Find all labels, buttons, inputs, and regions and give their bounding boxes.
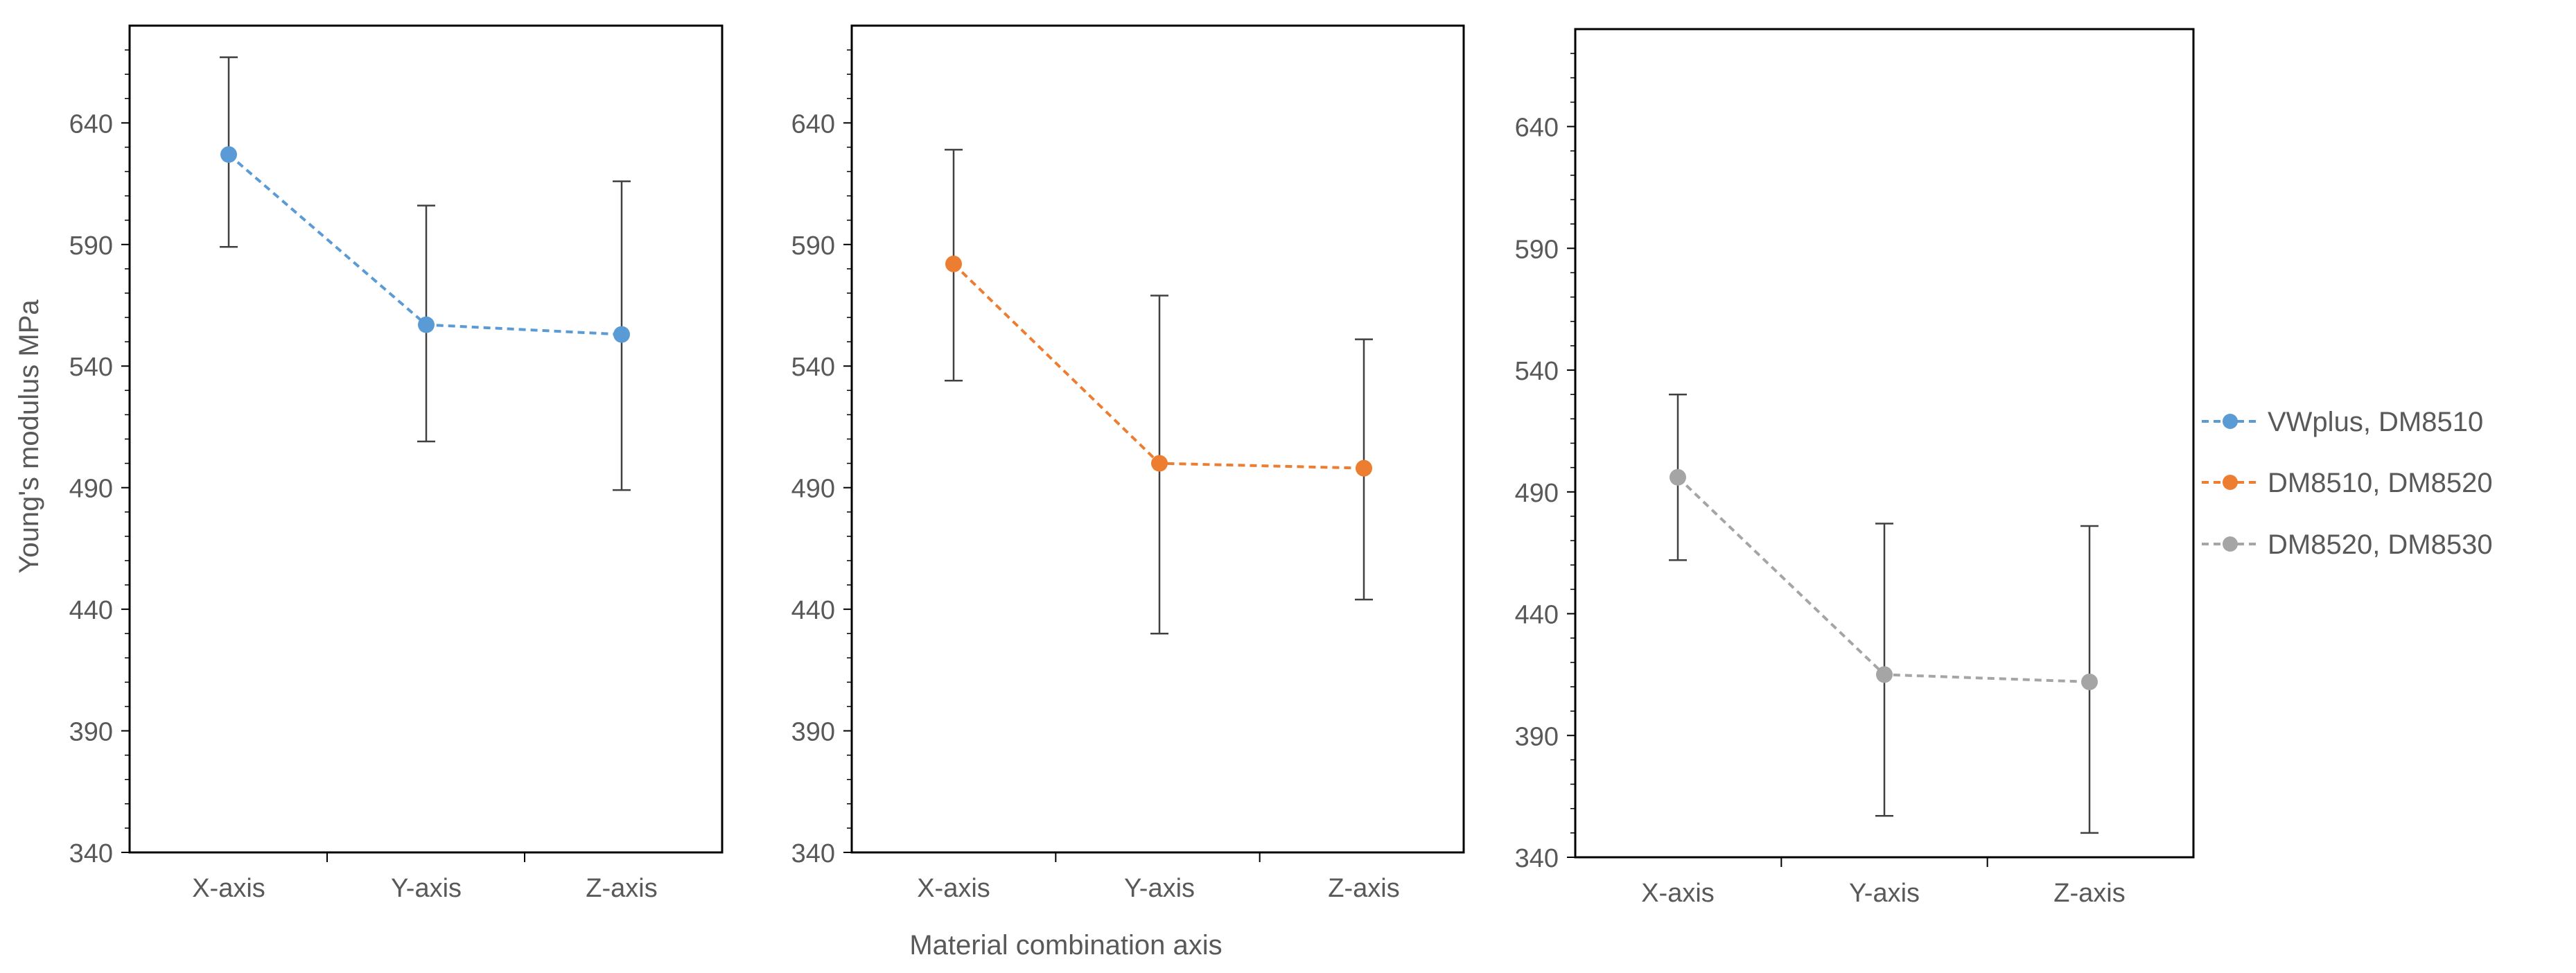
- data-point: [1876, 666, 1893, 683]
- y-tick-label: 490: [791, 475, 835, 504]
- x-tick-label: X-axis: [1641, 879, 1715, 908]
- x-ticks-left: X-axis Y-axis Z-axis: [192, 852, 658, 903]
- legend-label-2: DM8510, DM8520: [2268, 468, 2493, 498]
- y-axis-label: Young's modulus MPa: [14, 299, 44, 574]
- x-tick-label: Z-axis: [586, 874, 657, 903]
- legend-entry: DM8510, DM8520: [2202, 468, 2493, 498]
- y-tick-label: 590: [69, 231, 113, 261]
- legend: VWplus, DM8510 DM8510, DM8520 DM8520, DM…: [2202, 407, 2493, 560]
- y-tick-label: 540: [1515, 357, 1559, 386]
- y-tick-label: 440: [791, 596, 835, 625]
- data-point: [945, 255, 962, 272]
- y-tick-label: 440: [1515, 601, 1559, 630]
- data-point: [1151, 455, 1168, 472]
- data-point: [613, 326, 630, 343]
- chart-panel-right: 340 390 440 490 540 590 640 X-axis Y-axis Z-axis: [1515, 28, 2195, 908]
- legend-entry: DM8520, DM8530: [2202, 529, 2493, 560]
- series-right: [1669, 393, 2099, 834]
- y-ticks-right: 340 390 440 490 540 590 640: [1515, 53, 1575, 873]
- y-tick-label: 340: [1515, 844, 1559, 873]
- data-point: [220, 146, 237, 163]
- y-ticks-middle: 340 390 440 490 540 590 640: [791, 49, 852, 868]
- x-tick-label: Y-axis: [1124, 874, 1195, 903]
- legend-marker-3: [2223, 536, 2238, 552]
- y-tick-label: 640: [791, 109, 835, 139]
- legend-marker-1: [2223, 414, 2238, 429]
- x-tick-label: Y-axis: [1849, 879, 1920, 908]
- x-tick-label: X-axis: [917, 874, 990, 903]
- y-ticks-left: 340 390 440 490 540 590 640: [69, 49, 130, 868]
- y-tick-label: 490: [1515, 479, 1559, 508]
- y-tick-label: 340: [69, 839, 113, 868]
- x-axis-label: Material combination axis: [909, 930, 1222, 961]
- y-tick-label: 590: [1515, 235, 1559, 264]
- series-left: [220, 56, 631, 491]
- x-tick-label: X-axis: [192, 874, 265, 903]
- y-tick-label: 440: [69, 596, 113, 625]
- series-middle: [945, 148, 1373, 635]
- data-point: [1356, 459, 1372, 477]
- y-tick-label: 390: [1515, 722, 1559, 751]
- y-tick-label: 340: [791, 839, 835, 868]
- chart-panel-middle: 340 390 440 490 540 590 640 X-axis Y-axis Z-axis: [791, 24, 1465, 903]
- data-point: [2081, 673, 2098, 690]
- legend-entry: VWplus, DM8510: [2202, 407, 2483, 437]
- data-point: [418, 316, 435, 333]
- legend-label-1: VWplus, DM8510: [2268, 407, 2483, 437]
- x-tick-label: Y-axis: [391, 874, 462, 903]
- plot-area-middle: [850, 24, 1465, 854]
- x-ticks-middle: X-axis Y-axis Z-axis: [917, 852, 1400, 903]
- x-tick-label: Z-axis: [2053, 879, 2125, 908]
- y-tick-label: 640: [1515, 114, 1559, 143]
- legend-marker-2: [2223, 475, 2238, 490]
- y-tick-label: 540: [791, 353, 835, 382]
- y-tick-label: 590: [791, 231, 835, 261]
- data-point: [1670, 468, 1686, 486]
- x-tick-label: Z-axis: [1328, 874, 1399, 903]
- chart-panel-left: 340 390 440 490 540 590 640 X-axis Y-axis Z-axis: [69, 24, 724, 903]
- y-tick-label: 540: [69, 353, 113, 382]
- y-tick-label: 390: [69, 718, 113, 747]
- y-tick-label: 640: [69, 109, 113, 139]
- y-tick-label: 490: [69, 475, 113, 504]
- legend-label-3: DM8520, DM8530: [2268, 529, 2493, 560]
- x-ticks-right: X-axis Y-axis Z-axis: [1641, 857, 2126, 908]
- y-tick-label: 390: [791, 718, 835, 747]
